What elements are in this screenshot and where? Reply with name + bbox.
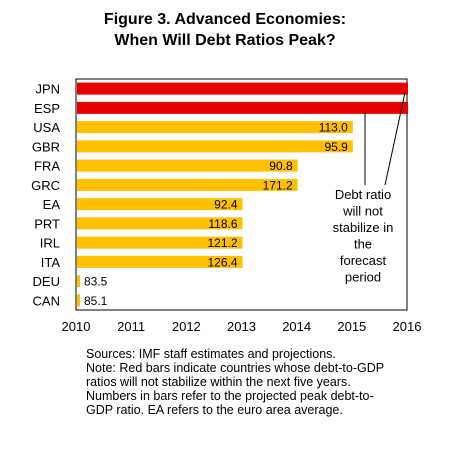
data-label-fra: 90.8 (269, 159, 293, 173)
bar-ita (77, 255, 243, 268)
bar-gbr (77, 140, 353, 153)
data-label-prt: 118.6 (208, 217, 237, 231)
source-note-line-3: ratios will not stabilize within the nex… (86, 375, 351, 389)
data-label-ita: 126.4 (207, 255, 237, 269)
y-tick-label-grc: GRC (31, 178, 60, 193)
data-label-grc: 171.2 (263, 178, 293, 192)
annotation-text-line-3: stabilize in (333, 220, 394, 235)
source-note-line-4: Numbers in bars refer to the projected p… (86, 389, 374, 403)
y-tick-label-fra: FRA (34, 159, 60, 174)
y-tick-label-can: CAN (33, 293, 60, 308)
x-tick-label-2014: 2014 (282, 319, 311, 334)
x-tick-label-2010: 2010 (62, 319, 91, 334)
y-tick-label-irl: IRL (40, 236, 60, 251)
x-tick-label-2011: 2011 (117, 319, 145, 334)
y-tick-label-gbr: GBR (32, 139, 60, 154)
data-label-deu: 83.5 (84, 275, 108, 289)
bar-fra (77, 159, 298, 172)
data-label-can: 85.1 (84, 294, 108, 308)
bar-can (77, 294, 80, 307)
annotation-pointer-line-2 (384, 92, 406, 186)
y-tick-label-esp: ESP (34, 101, 60, 116)
bar-usa (77, 121, 353, 134)
y-tick-label-ea: EA (43, 197, 61, 212)
bar-irl (77, 236, 243, 249)
y-tick-label-deu: DEU (33, 274, 60, 289)
source-note-line-2: Note: Red bars indicate countries whose … (86, 361, 385, 375)
y-tick-label-prt: PRT (34, 216, 60, 231)
annotation-text-line-1: Debt ratio (335, 187, 391, 202)
y-tick-label-ita: ITA (41, 255, 61, 270)
source-note-line-5: GDP ratio. EA refers to the euro area av… (86, 403, 343, 417)
bar-deu (77, 275, 80, 288)
bar-esp (77, 101, 408, 114)
x-tick-label-2013: 2013 (227, 319, 256, 334)
bar-ea (77, 198, 243, 211)
bar-prt (77, 217, 243, 230)
source-note-line-1: Sources: IMF staff estimates and project… (86, 347, 336, 361)
annotation-text-line-2: will not (342, 204, 383, 219)
data-label-irl: 121.2 (207, 236, 237, 250)
chart-title: Figure 3. Advanced Economies: (103, 11, 347, 28)
x-tick-label-2012: 2012 (172, 319, 201, 334)
data-label-usa: 113.0 (319, 121, 348, 135)
annotation-text-line-4: the (354, 237, 372, 252)
y-tick-label-jpn: JPN (35, 82, 60, 97)
y-tick-label-usa: USA (33, 120, 60, 135)
x-tick-label-2015: 2015 (337, 319, 366, 334)
data-label-ea: 92.4 (214, 198, 238, 212)
bar-grc (77, 178, 298, 191)
x-tick-label-2016: 2016 (393, 319, 422, 334)
annotation-text-line-6: period (345, 270, 381, 285)
annotation-box (322, 185, 404, 285)
plot-frame (75, 78, 408, 311)
annotation-text-line-5: forecast (340, 253, 387, 268)
data-label-gbr: 95.9 (324, 140, 348, 154)
chart-subtitle: When Will Debt Ratios Peak? (114, 32, 336, 49)
bar-jpn (77, 82, 408, 95)
